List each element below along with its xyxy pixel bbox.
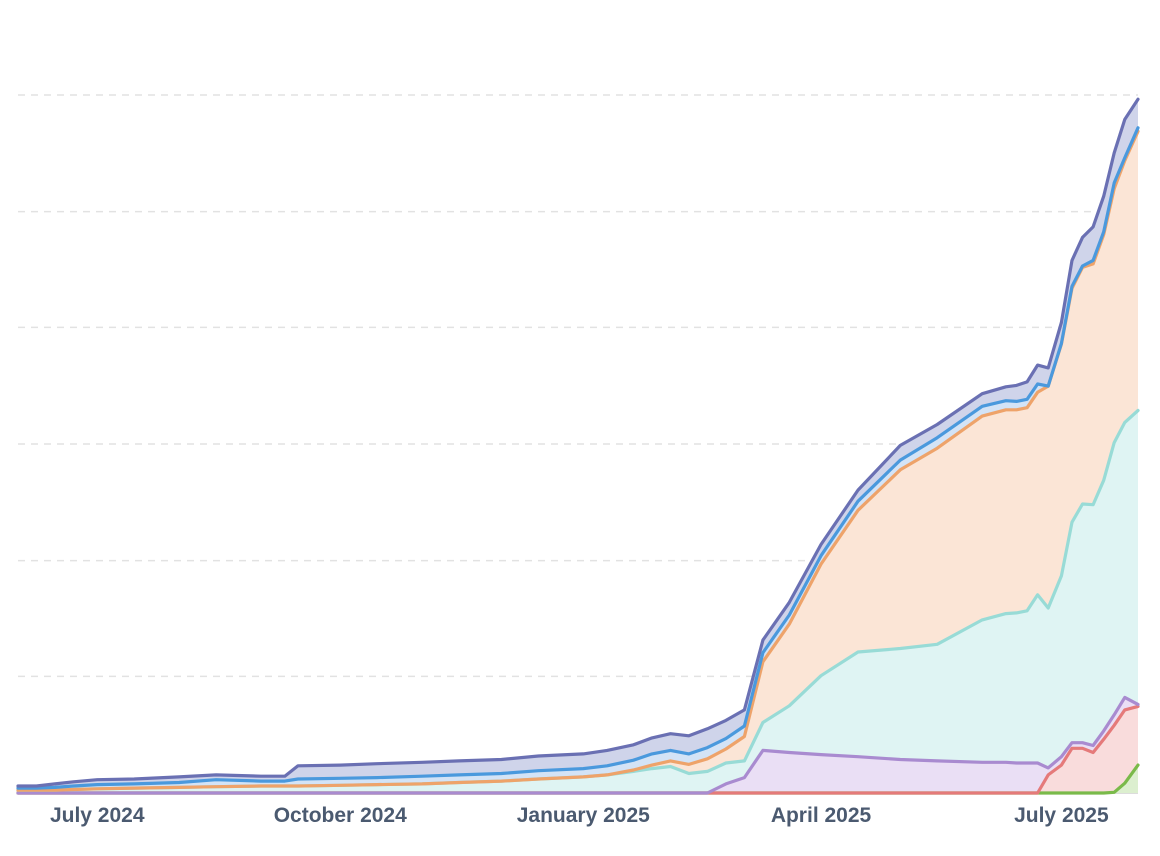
series-area-3 — [18, 410, 1138, 793]
series-area-5 — [18, 127, 1138, 791]
series-line-2 — [16, 695, 1140, 795]
series-line-6 — [16, 97, 1140, 788]
series-lines — [16, 97, 1140, 795]
series-area-6 — [18, 99, 1138, 789]
x-axis: July 2024 October 2024 January 2025 April 2… — [50, 804, 1109, 827]
series-line-5 — [16, 126, 1140, 790]
series-area-2 — [18, 697, 1138, 793]
x-tick-label: October 2024 — [274, 804, 407, 827]
x-tick-label: July 2025 — [1014, 804, 1109, 827]
x-tick-label: July 2024 — [50, 804, 145, 827]
series-area-4 — [18, 131, 1138, 791]
x-tick-label: January 2025 — [517, 804, 650, 827]
series-areas — [18, 99, 1138, 793]
x-tick-label: April 2025 — [771, 804, 872, 827]
